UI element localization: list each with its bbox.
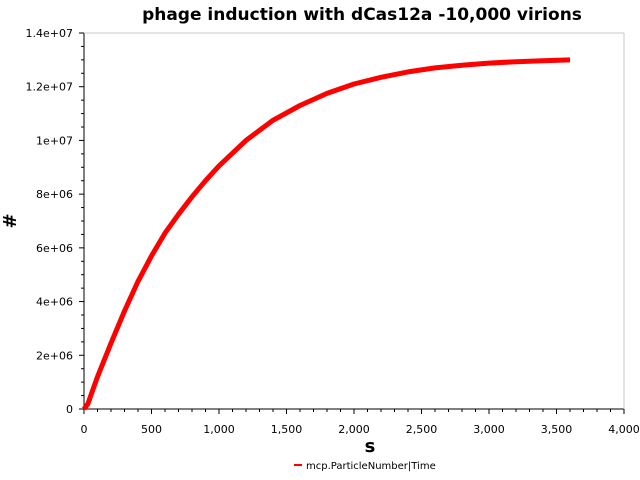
y-tick-label: 4e+06	[36, 296, 73, 309]
x-axis-title: s	[365, 436, 376, 457]
legend-label: mcp.ParticleNumber|Time	[306, 461, 436, 472]
y-tick-label: 6e+06	[36, 242, 73, 255]
x-tick-label: 3,500	[541, 423, 573, 436]
series-layer	[81, 57, 571, 411]
series-line	[81, 57, 571, 411]
y-tick-label: 0	[66, 403, 73, 416]
legend: mcp.ParticleNumber|Time	[294, 461, 436, 472]
y-tick-label: 2e+06	[36, 349, 73, 362]
y-axis-title: #	[0, 213, 21, 228]
x-tick-label: 1,500	[271, 423, 303, 436]
y-tick-label: 1.2e+07	[26, 81, 73, 94]
y-tick-label: 8e+06	[36, 188, 73, 201]
chart-title: phage induction with dCas12a -10,000 vir…	[142, 5, 582, 25]
y-tick-label: 1e+07	[36, 134, 73, 147]
x-tick-label: 2,000	[338, 423, 370, 436]
x-tick-label: 2,500	[406, 423, 438, 436]
x-tick-label: 3,000	[473, 423, 505, 436]
x-tick-label: 4,000	[608, 423, 640, 436]
x-axis-ticks: 0 500 1,000 1,500 2,000 2,500 3,000 3,500 4,000	[81, 409, 640, 436]
x-tick-label: 0	[81, 423, 88, 436]
y-axis-ticks: 0 2e+06 4e+06 6e+06 8e+06 1e+07 1.2e+07 1.4e+07	[26, 27, 84, 416]
y-tick-label: 1.4e+07	[26, 27, 73, 40]
x-tick-label: 500	[141, 423, 162, 436]
x-tick-label: 1,000	[203, 423, 235, 436]
